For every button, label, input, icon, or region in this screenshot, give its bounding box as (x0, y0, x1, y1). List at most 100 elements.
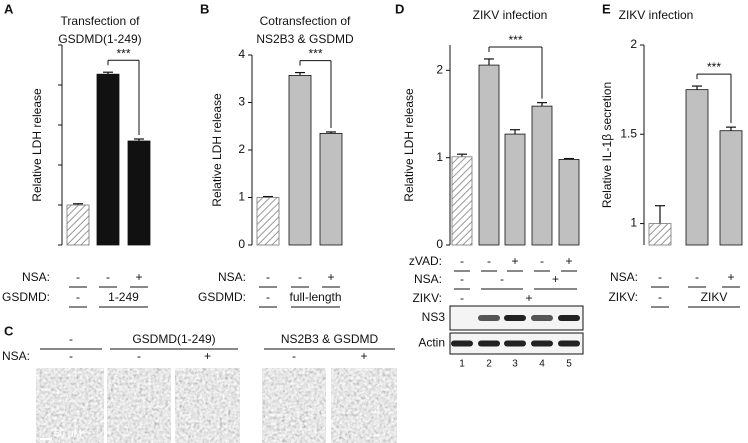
blot-label: NS3 (422, 310, 446, 324)
blot-band (504, 340, 526, 347)
treatment-mark: - (137, 349, 141, 363)
condition-mark: - (540, 254, 544, 268)
condition-mark: full-length (289, 290, 341, 304)
y-tick-label: 2 (238, 142, 245, 156)
condition-mark: - (487, 254, 491, 268)
condition-mark: - (76, 290, 80, 304)
condition-mark: - (76, 270, 80, 284)
condition-mark: - (460, 291, 464, 305)
blot-band (531, 340, 553, 347)
panel-letter: E (602, 1, 611, 16)
panel-letter: A (4, 1, 14, 16)
micrograph (107, 368, 171, 443)
bar (319, 132, 343, 246)
condition-mark: + (511, 254, 518, 268)
condition-label: GSDMD: (198, 290, 246, 304)
condition-mark: - (460, 254, 464, 268)
micrograph (331, 368, 397, 443)
y-tick-label: 2 (630, 37, 637, 51)
blot-band (504, 315, 526, 321)
y-tick-label: 1 (436, 150, 443, 164)
treatment-mark: - (69, 349, 73, 363)
y-axis-label: Relative LDH release (30, 88, 44, 202)
blot-band (558, 315, 580, 321)
bar (66, 204, 90, 246)
treatment-label: NSA: (2, 349, 30, 363)
y-tick-label: 1 (238, 190, 245, 204)
panel-letter: B (200, 1, 209, 16)
y-tick-label: 0 (436, 237, 443, 251)
condition-label: ZIKV: (412, 291, 442, 305)
panel-letter: D (395, 1, 404, 16)
blot-band (531, 315, 553, 321)
condition-label: NSA: (414, 272, 442, 286)
treatment-mark: + (360, 349, 367, 363)
condition-mark: + (135, 270, 142, 284)
chart-title: NS2B3 & GSDMD (256, 32, 354, 46)
significance: *** (116, 46, 130, 60)
chart-title: ZIKV infection (473, 8, 548, 22)
condition-mark: - (298, 270, 302, 284)
y-tick-label: 1.5 (620, 126, 637, 140)
scale-bar-label: 50 μM (54, 429, 82, 440)
group-label: NS2B3 & GSDMD (281, 332, 379, 346)
condition-mark: - (106, 270, 110, 284)
condition-mark: ZIKV (701, 290, 728, 304)
condition-mark: - (500, 272, 504, 286)
lane-number: 2 (486, 359, 492, 370)
condition-mark: + (565, 254, 572, 268)
y-tick-label: 1 (630, 216, 637, 230)
condition-mark: - (460, 272, 464, 286)
y-tick-label: 2 (436, 62, 443, 76)
chart-title: GSDMD(1-249) (58, 32, 141, 46)
condition-mark: + (727, 270, 734, 284)
group-label: GSDMD(1-249) (132, 332, 215, 346)
chart-title: ZIKV infection (619, 8, 694, 22)
condition-mark: - (266, 290, 270, 304)
y-tick-label: 4 (238, 47, 245, 61)
significance: *** (508, 33, 522, 47)
condition-mark: + (327, 270, 334, 284)
micrograph (175, 368, 240, 443)
bar (719, 130, 743, 246)
condition-label: ZIKV: (608, 290, 638, 304)
condition-mark: - (658, 290, 662, 304)
lane-number: 3 (512, 359, 518, 370)
y-tick-label: 0 (238, 237, 245, 251)
condition-label: zVAD: (409, 254, 442, 268)
condition-mark: - (658, 270, 662, 284)
condition-mark: 1-249 (108, 290, 139, 304)
treatment-mark: - (292, 349, 296, 363)
group-label: - (69, 332, 73, 346)
condition-label: NSA: (218, 270, 246, 284)
bar (531, 105, 553, 246)
micrograph (36, 368, 104, 443)
blot-band (558, 340, 580, 347)
micrograph (262, 368, 326, 443)
bar (478, 64, 500, 246)
condition-mark: - (695, 270, 699, 284)
chart-title: Cotransfection of (260, 14, 351, 28)
condition-mark: + (552, 272, 559, 286)
bar (685, 89, 709, 246)
condition-label: NSA: (22, 270, 50, 284)
significance: *** (308, 47, 322, 61)
lane-number: 1 (459, 359, 465, 370)
bar (451, 156, 473, 246)
blot-band (478, 340, 500, 347)
chart-title: Transfection of (61, 14, 141, 28)
y-axis-label: Relative LDH release (210, 93, 224, 207)
condition-label: GSDMD: (2, 290, 50, 304)
bar (256, 197, 280, 246)
treatment-mark: + (204, 349, 211, 363)
condition-label: NSA: (610, 270, 638, 284)
y-tick-label: 3 (238, 95, 245, 109)
bar (96, 73, 120, 246)
bar (127, 140, 151, 246)
blot-band (451, 340, 473, 347)
condition-mark: - (266, 270, 270, 284)
condition-mark: + (525, 291, 532, 305)
blot-band (478, 315, 500, 321)
